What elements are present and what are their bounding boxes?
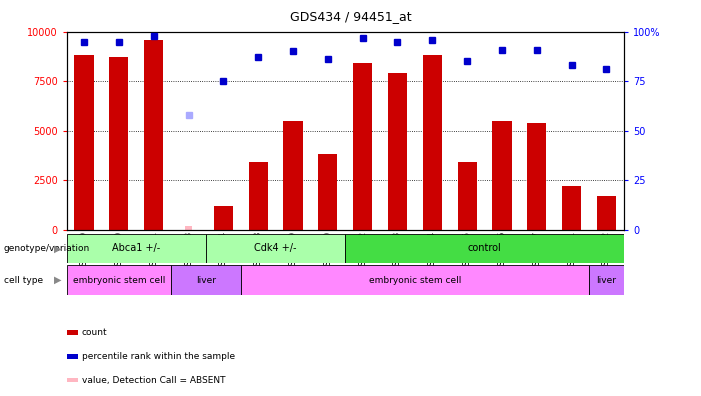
Bar bbox=[423, 55, 442, 230]
Text: embryonic stem cell: embryonic stem cell bbox=[369, 276, 461, 285]
Bar bbox=[492, 121, 512, 230]
Bar bbox=[144, 40, 163, 230]
Text: count: count bbox=[82, 328, 107, 337]
Bar bbox=[206, 234, 345, 263]
Bar bbox=[67, 234, 206, 263]
Bar bbox=[353, 63, 372, 230]
Bar bbox=[214, 206, 233, 230]
Text: liver: liver bbox=[196, 276, 216, 285]
Text: percentile rank within the sample: percentile rank within the sample bbox=[82, 352, 235, 361]
Text: GDS434 / 94451_at: GDS434 / 94451_at bbox=[290, 10, 411, 23]
Bar bbox=[171, 265, 240, 295]
Text: genotype/variation: genotype/variation bbox=[4, 244, 90, 253]
Bar bbox=[345, 234, 624, 263]
Text: Cdk4 +/-: Cdk4 +/- bbox=[254, 244, 297, 253]
Bar bbox=[597, 196, 616, 230]
Text: Abca1 +/-: Abca1 +/- bbox=[112, 244, 161, 253]
Bar bbox=[562, 186, 581, 230]
Text: embryonic stem cell: embryonic stem cell bbox=[73, 276, 165, 285]
Bar bbox=[67, 354, 78, 359]
Text: ▶: ▶ bbox=[54, 275, 62, 285]
Bar bbox=[589, 265, 624, 295]
Text: liver: liver bbox=[597, 276, 616, 285]
Bar bbox=[240, 265, 589, 295]
Text: cell type: cell type bbox=[4, 276, 43, 285]
Text: control: control bbox=[468, 244, 501, 253]
Bar bbox=[67, 378, 78, 383]
Text: value, Detection Call = ABSENT: value, Detection Call = ABSENT bbox=[82, 376, 225, 385]
Bar bbox=[458, 162, 477, 230]
Text: ▶: ▶ bbox=[54, 244, 62, 253]
Bar bbox=[185, 226, 192, 230]
Bar bbox=[527, 123, 546, 230]
Bar bbox=[249, 162, 268, 230]
Bar bbox=[67, 265, 171, 295]
Bar bbox=[74, 55, 94, 230]
Bar bbox=[67, 330, 78, 335]
Bar bbox=[318, 154, 337, 230]
Bar bbox=[109, 57, 128, 230]
Bar bbox=[388, 73, 407, 230]
Bar bbox=[283, 121, 303, 230]
